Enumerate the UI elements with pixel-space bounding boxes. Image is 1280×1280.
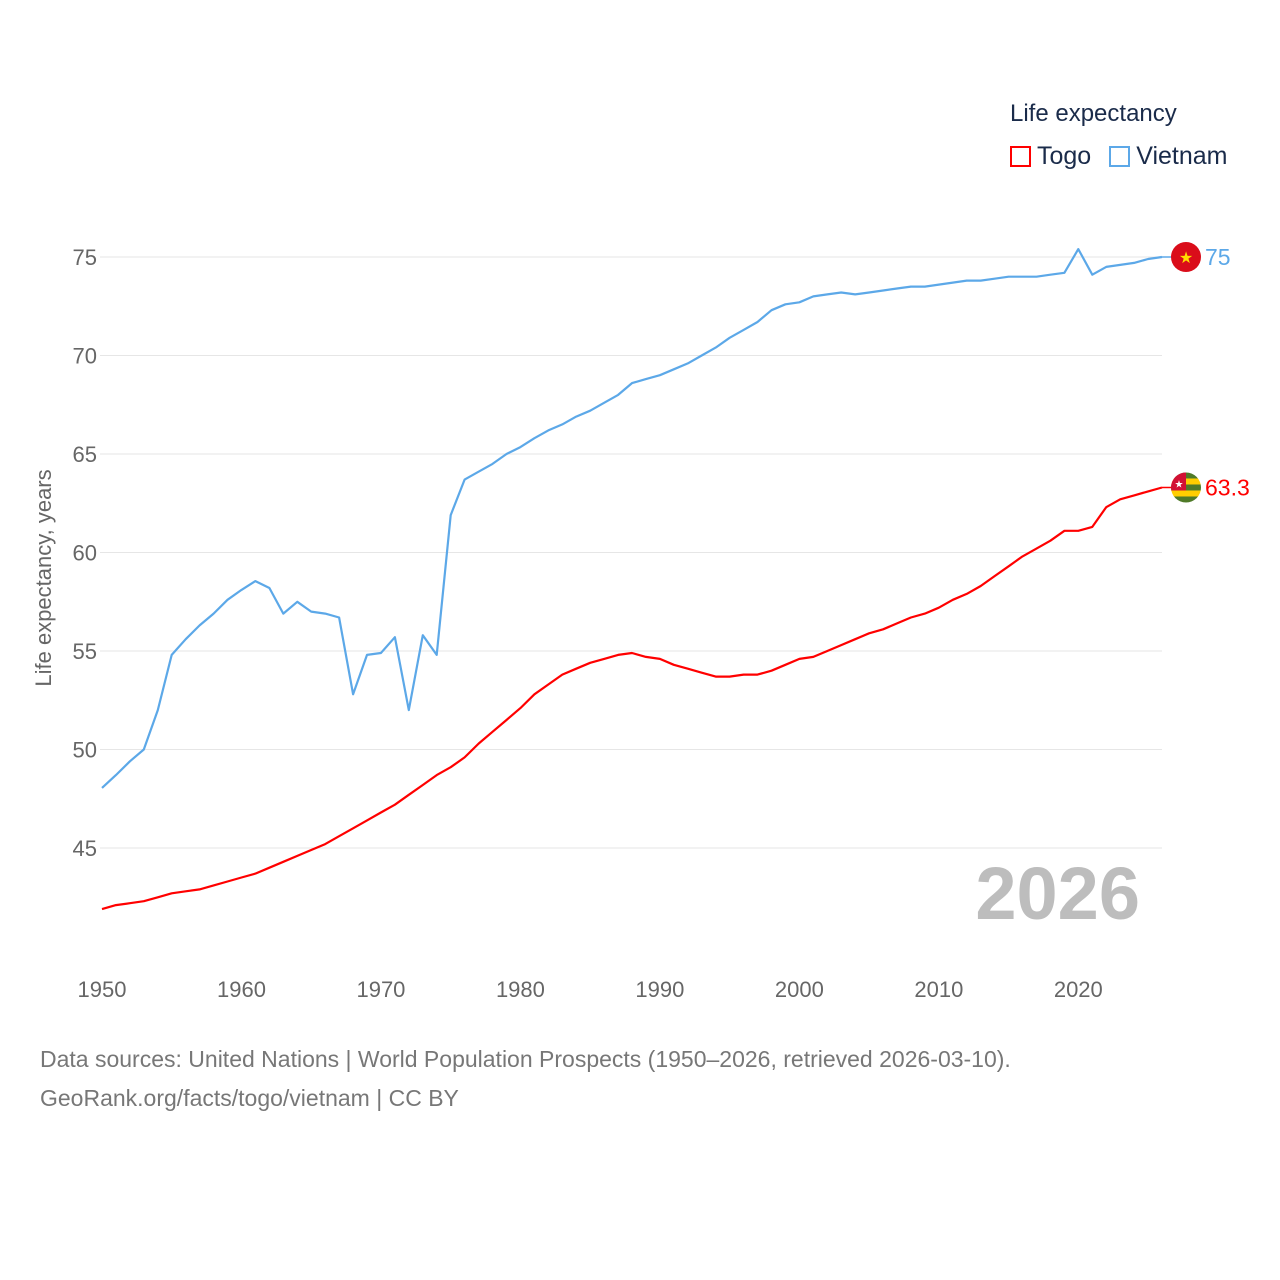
x-tick-label: 1960 <box>217 977 266 1002</box>
data-sources-text: Data sources: United Nations | World Pop… <box>40 1046 1011 1072</box>
x-tick-label: 2010 <box>914 977 963 1002</box>
legend-item-togo[interactable]: Togo <box>1010 142 1091 171</box>
x-tick-label: 2020 <box>1054 977 1103 1002</box>
y-tick-label: 70 <box>73 344 97 369</box>
y-axis-label: Life expectancy, years <box>31 469 56 686</box>
end-value-label-togo: 63.3 <box>1205 474 1250 500</box>
legend-swatch-togo <box>1010 146 1031 167</box>
legend-title: Life expectancy <box>1010 100 1177 127</box>
legend-swatch-vietnam <box>1109 146 1131 167</box>
x-tick-label: 1950 <box>78 977 127 1002</box>
x-tick-label: 1990 <box>635 977 684 1002</box>
legend-label-vietnam: Vietnam <box>1136 142 1228 170</box>
end-value-label-vietnam: 75 <box>1205 244 1231 270</box>
x-tick-label: 1970 <box>356 977 405 1002</box>
series-line-vietnam <box>101 248 1163 789</box>
x-tick-label: 1980 <box>496 977 545 1002</box>
legend-label-togo: Togo <box>1037 142 1092 170</box>
y-tick-label: 75 <box>73 245 97 270</box>
credit-link[interactable]: GeoRank.org/facts/togo/vietnam | CC BY <box>40 1085 459 1111</box>
series-line-togo <box>101 486 1163 911</box>
y-tick-label: 50 <box>73 738 97 763</box>
vietnam-flag-icon <box>1171 242 1201 272</box>
y-tick-label: 55 <box>73 639 97 664</box>
legend: Togo Vietnam <box>1010 142 1227 171</box>
y-tick-label: 65 <box>73 442 97 467</box>
year-watermark: 2026 <box>975 852 1140 935</box>
y-tick-label: 45 <box>73 836 97 861</box>
star-icon: ★ <box>1175 479 1184 490</box>
star-icon: ★ <box>1179 250 1193 267</box>
legend-item-vietnam[interactable]: Vietnam <box>1109 142 1227 171</box>
x-tick-label: 2000 <box>775 977 824 1002</box>
y-tick-label: 60 <box>73 541 97 566</box>
